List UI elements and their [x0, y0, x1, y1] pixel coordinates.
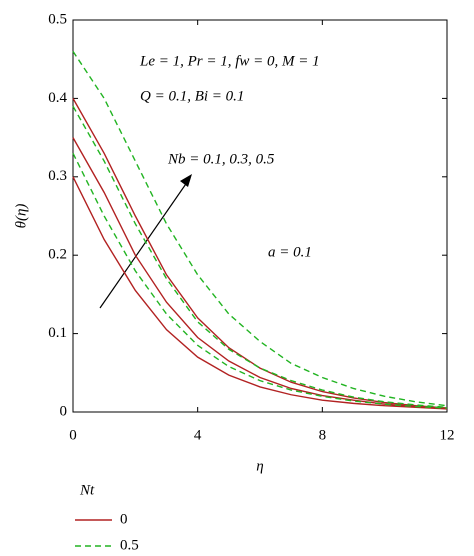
- y-tick-label: 0: [60, 403, 68, 419]
- line-series: [72, 152, 448, 409]
- arrow-head: [180, 174, 192, 187]
- y-tick-label: 0.2: [48, 247, 67, 263]
- x-tick-label: 12: [440, 427, 455, 443]
- annotation: Nb = 0.1, 0.3, 0.5: [167, 151, 275, 167]
- x-tick-label: 4: [194, 427, 202, 443]
- legend-title: Nt: [79, 482, 95, 498]
- annotation: Q = 0.1, Bi = 0.1: [140, 88, 244, 104]
- y-tick-label: 0.3: [48, 168, 67, 184]
- x-tick-label: 8: [319, 427, 327, 443]
- y-tick-label: 0.5: [48, 11, 67, 27]
- line-series: [72, 176, 448, 410]
- plot-frame: [72, 19, 448, 413]
- x-axis-label: η: [256, 458, 263, 474]
- annotation: Le = 1, Pr = 1, fw = 0, M = 1: [139, 53, 320, 69]
- line-series: [72, 98, 448, 409]
- legend-label: 0: [120, 511, 128, 527]
- arrow: [99, 177, 191, 309]
- y-tick-label: 0.1: [48, 325, 67, 341]
- line-series: [72, 50, 448, 407]
- line-series: [72, 137, 448, 409]
- line-series: [72, 105, 448, 408]
- y-tick-label: 0.4: [48, 90, 67, 106]
- annotation: a = 0.1: [268, 244, 312, 260]
- legend-label: 0.5: [120, 537, 139, 553]
- x-tick-label: 0: [69, 427, 77, 443]
- y-axis-label: θ(η): [13, 204, 29, 229]
